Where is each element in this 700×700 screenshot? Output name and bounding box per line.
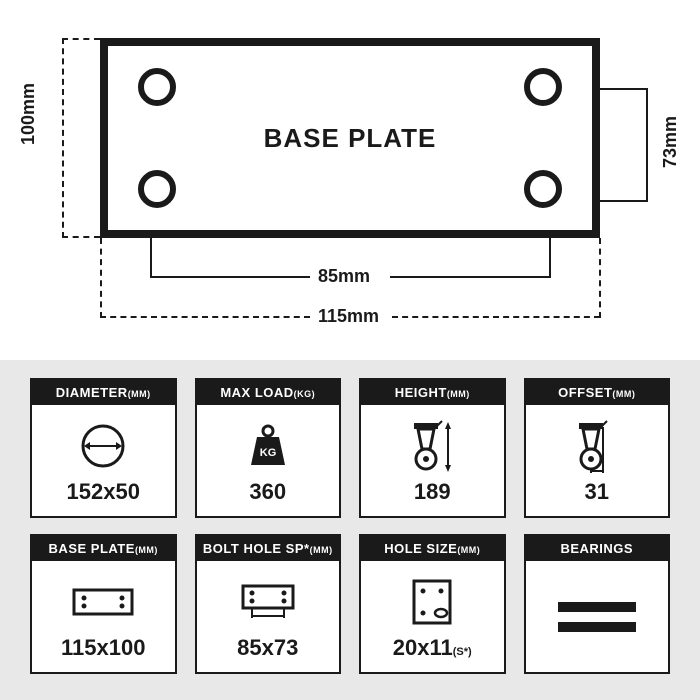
bearings-icon: [526, 588, 669, 646]
dim-outer-width: 115mm: [318, 306, 379, 327]
circle-arrow-icon: [32, 417, 175, 475]
spec-value: 20x11(S*): [393, 635, 472, 661]
caster-height-icon: [361, 417, 504, 475]
plate-title: BASE PLATE: [108, 46, 592, 230]
svg-text:KG: KG: [260, 447, 277, 459]
dim-inner-width: 85mm: [318, 266, 370, 287]
base-plate-diagram: 100mm BASE PLATE 73mm 85mm 115mm: [0, 0, 700, 360]
spec-title: MAX LOAD(KG): [197, 380, 340, 405]
spec-title: HEIGHT(MM): [361, 380, 504, 405]
spec-title: BASE PLATE(MM): [32, 536, 175, 561]
dim-right: 73mm: [660, 116, 681, 168]
spec-card: OFFSET(MM) 31: [524, 378, 671, 518]
spec-grid: DIAMETER(MM) 152x50 MAX LOAD(KG) KG 360 …: [0, 360, 700, 700]
spec-title: OFFSET(MM): [526, 380, 669, 405]
spec-value: 360: [249, 479, 286, 505]
hole-icon: [361, 573, 504, 631]
spec-card: BOLT HOLE SP*(MM) 85x73: [195, 534, 342, 674]
dim-height: 100mm: [18, 83, 39, 145]
spec-title: BEARINGS: [526, 536, 669, 561]
weight-icon: KG: [197, 417, 340, 475]
spec-card: HEIGHT(MM) 189: [359, 378, 506, 518]
spec-value: 189: [414, 479, 451, 505]
spec-value: 115x100: [61, 635, 145, 661]
spec-card: MAX LOAD(KG) KG 360: [195, 378, 342, 518]
plate-sp-icon: [197, 573, 340, 631]
spec-card: DIAMETER(MM) 152x50: [30, 378, 177, 518]
caster-offset-icon: [526, 417, 669, 475]
spec-title: HOLE SIZE(MM): [361, 536, 504, 561]
spec-value: 152x50: [67, 479, 140, 505]
spec-card: BEARINGS: [524, 534, 671, 674]
spec-value: 31: [585, 479, 609, 505]
spec-card: HOLE SIZE(MM) 20x11(S*): [359, 534, 506, 674]
spec-title: BOLT HOLE SP*(MM): [197, 536, 340, 561]
spec-title: DIAMETER(MM): [32, 380, 175, 405]
plate-icon: [32, 573, 175, 631]
plate-rect: BASE PLATE: [100, 38, 600, 238]
spec-value: 85x73: [237, 635, 298, 661]
spec-card: BASE PLATE(MM) 115x100: [30, 534, 177, 674]
